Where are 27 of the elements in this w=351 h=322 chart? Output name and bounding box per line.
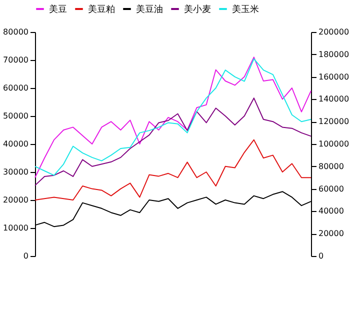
legend-label: 美玉米	[232, 4, 259, 15]
y-tick-label: 60000	[3, 84, 28, 92]
y-tick-label: 30000	[3, 168, 28, 176]
y2-tick-label: 160000	[318, 72, 350, 82]
y-tick-label: 20000	[3, 196, 28, 204]
y-tick-label: 50000	[3, 112, 28, 120]
legend-label: 美豆油	[136, 4, 163, 15]
y2-tick-label: 60000	[318, 184, 344, 194]
y-tick-label: 10000	[3, 224, 28, 232]
y2-tick-label: 180000	[318, 50, 350, 59]
y2-tick-label: 40000	[318, 206, 344, 216]
y-tick-label: 40000	[3, 140, 28, 148]
y2-tick-label: 20000	[318, 229, 344, 238]
y2-tick-label: 200000	[318, 28, 350, 36]
line-series	[34, 98, 312, 186]
y-tick-label: 0	[23, 252, 28, 260]
y2-tick-label: 140000	[318, 94, 350, 104]
legend-label: 美豆粕	[88, 4, 115, 15]
y-tick-label: 70000	[3, 56, 28, 64]
line-series	[34, 139, 312, 200]
y2-tick-label: 120000	[318, 117, 350, 126]
y2-tick-label: 0	[318, 252, 324, 260]
y2-tick-label: 100000	[318, 140, 350, 148]
y-tick-label: 80000	[3, 28, 28, 36]
legend-label: 美豆	[49, 4, 67, 15]
legend-label: 美小麦	[184, 4, 211, 15]
y2-tick-label: 80000	[318, 162, 344, 171]
